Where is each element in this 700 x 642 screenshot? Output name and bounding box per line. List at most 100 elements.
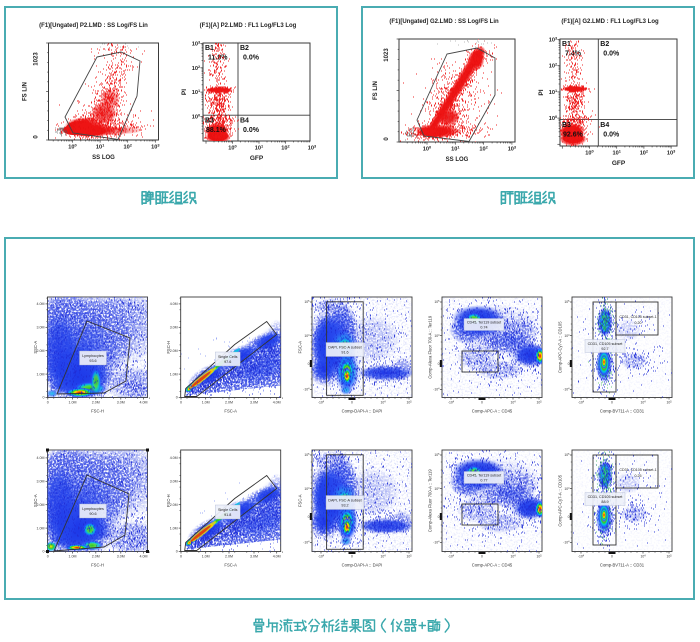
svg-text:105: 105 [304,300,310,304]
svg-text:102: 102 [192,64,201,72]
svg-text:104: 104 [434,334,440,338]
svg-text:PI: PI [181,89,188,95]
svg-text:-104: -104 [318,401,325,405]
svg-text:104: 104 [564,487,570,491]
svg-text:0: 0 [308,362,310,366]
svg-text:0.0%: 0.0% [603,51,620,58]
svg-text:92.6%: 92.6% [563,131,584,138]
svg-text:103: 103 [549,36,558,44]
svg-text:0.0%: 0.0% [243,127,260,134]
svg-text:100: 100 [228,144,236,152]
svg-text:3.0M: 3.0M [37,480,45,484]
svg-text:B1: B1 [205,45,214,52]
svg-text:(F1)[A] G2.LMD : FL1 Log/FL3 L: (F1)[A] G2.LMD : FL1 Log/FL3 Log [561,19,659,25]
svg-text:0: 0 [611,401,613,405]
svg-text:Single Cells: Single Cells [218,355,238,359]
svg-text:2.0M: 2.0M [170,503,178,507]
svg-text:CD45, Ter119 subset: CD45, Ter119 subset [467,474,501,478]
svg-text:102: 102 [123,143,132,151]
svg-text:93.6: 93.6 [89,359,96,363]
svg-text:FSC-H: FSC-H [166,494,171,507]
svg-text:Comp-BV711-A :: CD31: Comp-BV711-A :: CD31 [600,409,645,414]
svg-text:0.0%: 0.0% [603,131,620,138]
svg-text:GFP: GFP [250,155,264,162]
svg-text:105: 105 [536,555,542,559]
svg-text:0.0%: 0.0% [243,55,260,62]
svg-text:SSC-A: SSC-A [33,341,38,354]
svg-text:0: 0 [47,401,49,405]
svg-text:-104: -104 [578,401,585,405]
svg-text:88.1%: 88.1% [206,127,227,134]
svg-text:104: 104 [640,555,646,559]
svg-text:Comp-Alexa Fluor 700-A :: Ter1: Comp-Alexa Fluor 700-A :: Ter119 [428,315,433,379]
svg-text:0: 0 [43,396,45,400]
svg-text:4.0M: 4.0M [170,302,178,306]
svg-text:105: 105 [666,555,672,559]
svg-text:1.0M: 1.0M [202,401,210,405]
svg-text:B4: B4 [240,118,249,125]
svg-text:103: 103 [308,144,317,152]
svg-text:FSC-H: FSC-H [91,409,104,414]
svg-text:105: 105 [434,453,440,457]
svg-text:0.20: 0.20 [635,321,642,325]
svg-text:3.0M: 3.0M [250,401,258,405]
svg-text:Single Cells: Single Cells [218,508,238,512]
svg-text:101: 101 [96,143,105,151]
svg-text:0: 0 [34,135,40,139]
svg-text:FSC-A: FSC-A [298,341,303,354]
svg-text:SSC-A: SSC-A [33,494,38,507]
svg-text:2.0M: 2.0M [225,401,233,405]
svg-text:(F1)[A] P2.LMD : FL1 Log/FL3 L: (F1)[A] P2.LMD : FL1 Log/FL3 Log [200,23,297,29]
svg-text:100: 100 [423,145,431,153]
svg-text:-104: -104 [563,541,570,545]
svg-text:2.0M: 2.0M [225,555,233,559]
svg-text:FS LIN: FS LIN [373,81,379,100]
svg-text:0: 0 [568,515,570,519]
svg-text:103: 103 [192,40,201,48]
svg-text:4.0M: 4.0M [37,456,45,460]
svg-text:B1: B1 [562,41,571,48]
svg-text:-104: -104 [318,555,325,559]
svg-text:104: 104 [564,334,570,338]
svg-text:0: 0 [308,515,310,519]
svg-text:105: 105 [564,453,570,457]
svg-text:B3: B3 [205,118,214,125]
svg-text:-104: -104 [448,555,455,559]
svg-text:3.0M: 3.0M [250,555,258,559]
svg-text:0: 0 [43,550,45,554]
svg-text:4.0M: 4.0M [273,555,281,559]
svg-text:100: 100 [549,114,557,122]
svg-text:-104: -104 [433,541,440,545]
svg-text:-104: -104 [563,388,570,392]
svg-text:1.0M: 1.0M [37,526,45,530]
svg-text:0: 0 [351,555,353,559]
svg-text:Lymphocytes: Lymphocytes [82,507,104,511]
svg-text:FSC-A: FSC-A [224,563,237,568]
svg-text:0: 0 [438,362,440,366]
svg-text:3.0M: 3.0M [37,326,45,330]
svg-text:-104: -104 [303,541,310,545]
svg-text:104: 104 [380,401,386,405]
svg-text:0: 0 [611,555,613,559]
svg-text:(F1)[Ungated] P2.LMD : SS Log/: (F1)[Ungated] P2.LMD : SS Log/FS Lin [39,23,148,29]
svg-text:FSC-H: FSC-H [166,341,171,354]
svg-text:-104: -104 [303,388,310,392]
svg-text:3.0M: 3.0M [170,326,178,330]
svg-text:93.2: 93.2 [341,504,348,508]
svg-text:DAPI, FSC-A subset: DAPI, FSC-A subset [328,499,361,503]
svg-text:1.0M: 1.0M [170,372,178,376]
svg-text:105: 105 [304,453,310,457]
svg-text:1.0M: 1.0M [202,555,210,559]
svg-text:CD31, CD105 subset: CD31, CD105 subset [588,495,623,499]
svg-text:-104: -104 [578,555,585,559]
svg-text:102: 102 [479,145,488,153]
svg-text:0.74: 0.74 [480,326,487,330]
svg-text:105: 105 [406,401,412,405]
svg-text:4.0M: 4.0M [140,401,148,405]
svg-text:4.0M: 4.0M [273,401,281,405]
svg-text:0: 0 [438,515,440,519]
svg-text:CD31, CD105 subset-1: CD31, CD105 subset-1 [619,315,656,319]
svg-text:0: 0 [180,401,182,405]
svg-text:102: 102 [549,62,558,70]
svg-text:B2: B2 [240,45,249,52]
